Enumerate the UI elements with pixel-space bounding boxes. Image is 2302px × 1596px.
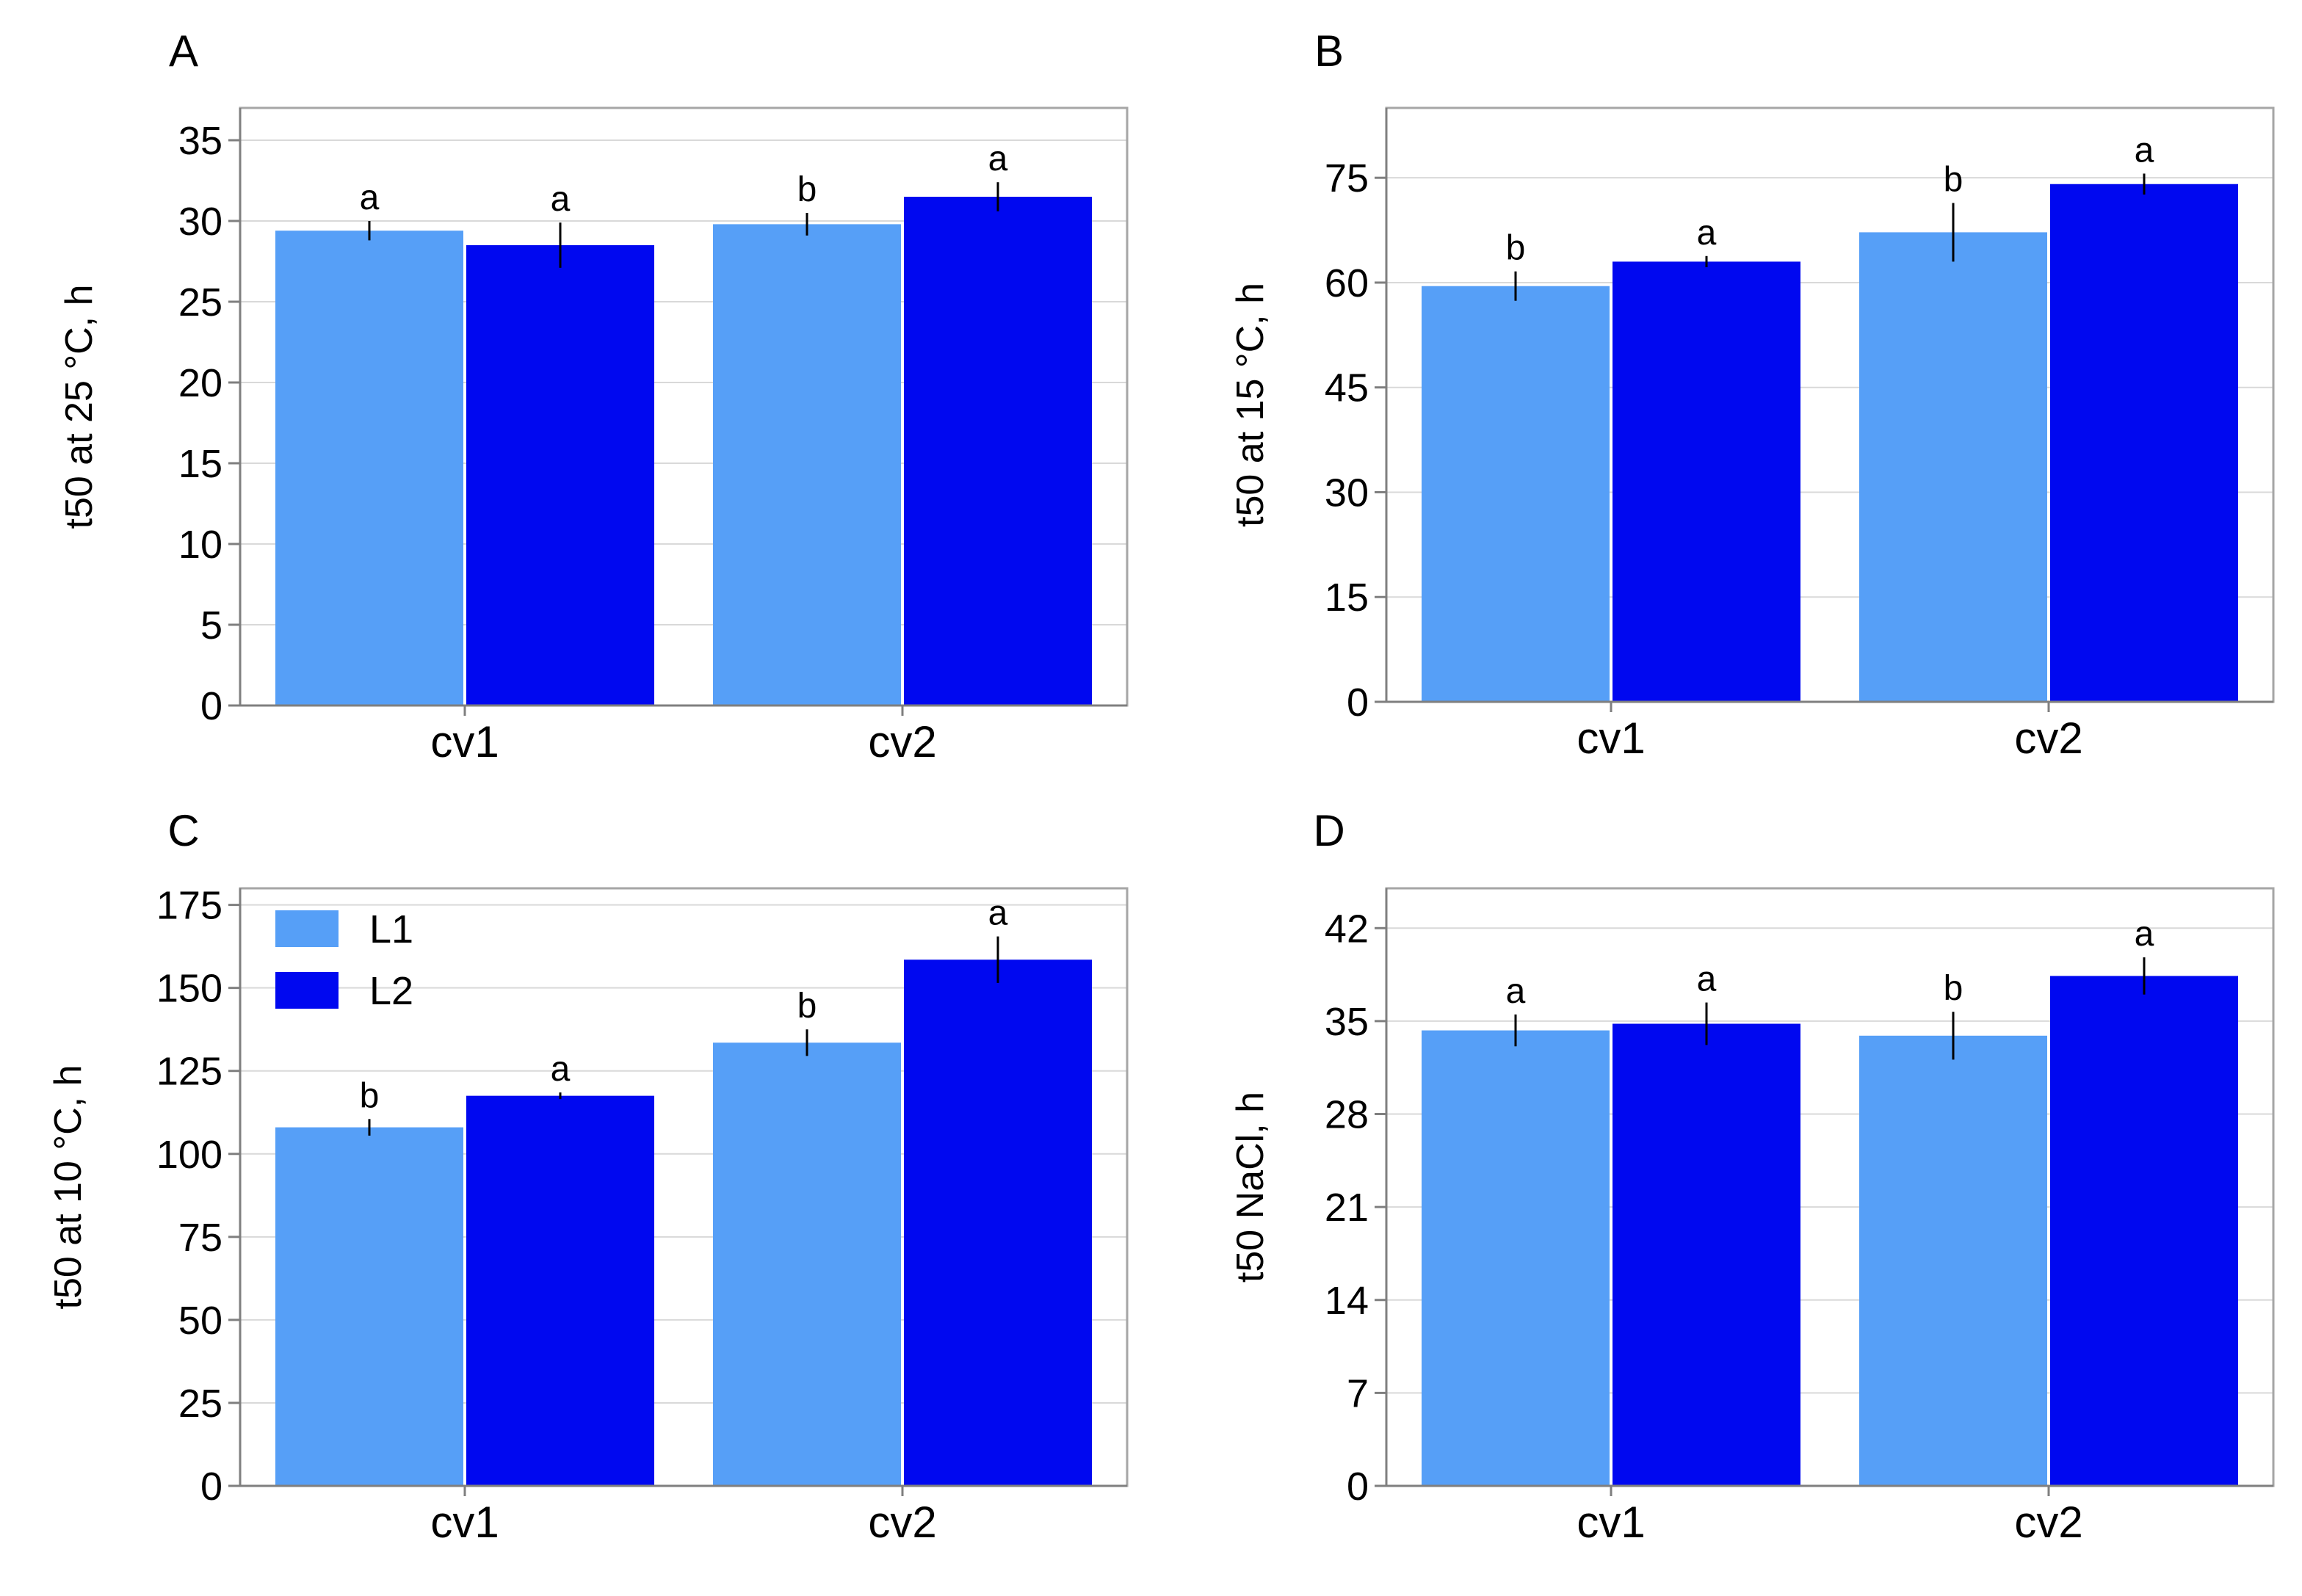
panel-b-y-tick-label: 60	[1325, 261, 1369, 305]
panel-a-y-tick-label: 30	[178, 200, 222, 244]
panel-b-category-label: cv1	[1577, 714, 1645, 763]
panel-c-bar-l2-cv1	[466, 1095, 654, 1486]
panel-a-sig-letter: b	[797, 170, 817, 209]
panel-a-letter: A	[169, 26, 198, 76]
panel-c-sig-letter: a	[551, 1050, 571, 1089]
panel-a-y-tick-label: 0	[200, 684, 222, 728]
panel-a-sig-letter: a	[551, 180, 571, 219]
panel-b-y-tick-label: 0	[1347, 681, 1369, 725]
panel-c-y-tick-label: 125	[156, 1050, 222, 1094]
panel-a-y-tick-label: 20	[178, 361, 222, 405]
panel-c-category-label: cv1	[430, 1498, 499, 1547]
panel-a-sig-letter: a	[360, 178, 380, 217]
panel-d-bar-l2-cv1	[1613, 1023, 1800, 1486]
panel-d-y-tick-label: 14	[1325, 1279, 1369, 1323]
panel-d-y-tick-label: 42	[1325, 907, 1369, 951]
panel-c-y-tick-label: 50	[178, 1299, 222, 1343]
panel-a-y-tick-label: 35	[178, 119, 222, 163]
panel-b-y-tick-label: 30	[1325, 471, 1369, 515]
panel-d-category-label: cv2	[2014, 1498, 2082, 1547]
panel-d-y-tick-label: 7	[1347, 1371, 1369, 1415]
legend-label-l1: L1	[369, 907, 413, 951]
legend-label-l2: L2	[369, 969, 413, 1013]
panel-b-y-tick-label: 75	[1325, 156, 1369, 200]
panel-b-letter: B	[1314, 26, 1344, 76]
panel-c-bar-l1-cv1	[275, 1127, 463, 1486]
panel-d-y-tick-label: 35	[1325, 1000, 1369, 1044]
panel-d-y-tick-label: 21	[1325, 1186, 1369, 1230]
panel-b-y-tick-label: 45	[1325, 366, 1369, 410]
panel-d-y-axis-title: t50 NaCl, h	[1229, 1092, 1272, 1283]
panel-a-bar-l1-cv1	[275, 231, 463, 705]
panel-d-sig-letter: a	[1697, 960, 1717, 999]
panel-b-bar-l1-cv2	[1859, 232, 2047, 702]
panel-b-bar-l2-cv2	[2050, 184, 2238, 702]
panel-c-y-tick-label: 75	[178, 1216, 222, 1260]
panel-c-sig-letter: b	[360, 1076, 380, 1115]
panel-d-y-tick-label: 28	[1325, 1093, 1369, 1137]
panel-a-category-label: cv2	[868, 717, 936, 766]
panel-c-sig-letter: b	[797, 987, 817, 1026]
legend-swatch-l1	[275, 910, 339, 947]
legend-swatch-l2	[275, 972, 339, 1009]
panel-a-y-tick-label: 5	[200, 603, 222, 648]
panel-a-y-axis-title: t50 at 25 °C, h	[58, 285, 101, 529]
panel-a-bar-l1-cv2	[713, 224, 901, 705]
panel-a-y-tick-label: 25	[178, 280, 222, 324]
panel-c-sig-letter: a	[988, 894, 1008, 933]
panel-d-sig-letter: a	[1506, 972, 1526, 1011]
panel-b-sig-letter: b	[1944, 160, 1963, 199]
panel-d-bar-l1-cv1	[1422, 1030, 1610, 1486]
panel-b-sig-letter: b	[1506, 229, 1526, 268]
panel-b-sig-letter: a	[1697, 214, 1717, 253]
panel-a-bar-l2-cv1	[466, 245, 654, 705]
panel-d-y-tick-label: 0	[1347, 1465, 1369, 1509]
panel-c-y-tick-label: 100	[156, 1133, 222, 1177]
panel-c-bar-l2-cv2	[904, 960, 1092, 1486]
panel-b-bar-l1-cv1	[1422, 286, 1610, 702]
panel-b-sig-letter: a	[2135, 131, 2154, 170]
panel-d-bar-l1-cv2	[1859, 1035, 2047, 1486]
panel-d-sig-letter: a	[2135, 915, 2154, 954]
panel-c-y-tick-label: 0	[200, 1465, 222, 1509]
panel-d-bar-l2-cv2	[2050, 976, 2238, 1486]
panel-d-sig-letter: b	[1944, 969, 1963, 1008]
panel-b-y-axis-title: t50 at 15 °C, h	[1229, 283, 1272, 527]
panel-c-bar-l1-cv2	[713, 1042, 901, 1486]
panel-b-bar-l2-cv1	[1613, 261, 1800, 702]
panel-a-y-tick-label: 15	[178, 442, 222, 486]
panel-c-category-label: cv2	[868, 1498, 936, 1547]
panel-c-y-tick-label: 175	[156, 884, 222, 928]
panel-c-letter: C	[167, 806, 199, 855]
panel-a-bar-l2-cv2	[904, 197, 1092, 705]
panel-b-category-label: cv2	[2014, 714, 2082, 763]
panel-b-y-tick-label: 15	[1325, 576, 1369, 620]
panel-d-category-label: cv1	[1577, 1498, 1645, 1547]
panel-c-y-tick-label: 150	[156, 967, 222, 1011]
panel-c-y-axis-title: t50 at 10 °C, h	[47, 1065, 90, 1310]
panel-a-sig-letter: a	[988, 139, 1008, 178]
panel-c-y-tick-label: 25	[178, 1382, 222, 1426]
panel-d-letter: D	[1313, 806, 1344, 855]
panel-a-y-tick-label: 10	[178, 523, 222, 567]
panel-a-category-label: cv1	[430, 717, 499, 766]
